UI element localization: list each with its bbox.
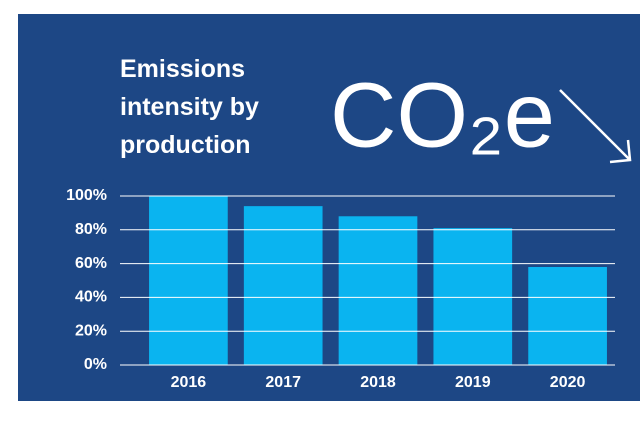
bar [338,216,418,365]
x-tick-label: 2019 [455,374,491,391]
y-tick-label: 80% [75,221,107,238]
x-tick-label: 2020 [550,374,586,391]
bar [149,196,228,365]
x-tick-label: 2016 [171,374,207,391]
arrow [559,89,632,164]
bar [243,206,323,365]
y-tick-label: 0% [84,356,107,373]
x-tick-label: 2018 [360,374,396,391]
bar [433,228,513,365]
y-tick-label: 20% [75,322,107,339]
chart-title: Emissions intensity by production [120,55,259,159]
y-tick-label: 40% [75,289,107,306]
y-tick-label: 60% [75,255,107,272]
x-tick-label: 2017 [265,374,301,391]
y-tick-label: 100% [66,187,107,204]
bar [528,266,607,365]
annotation: CO₂e [330,64,555,166]
